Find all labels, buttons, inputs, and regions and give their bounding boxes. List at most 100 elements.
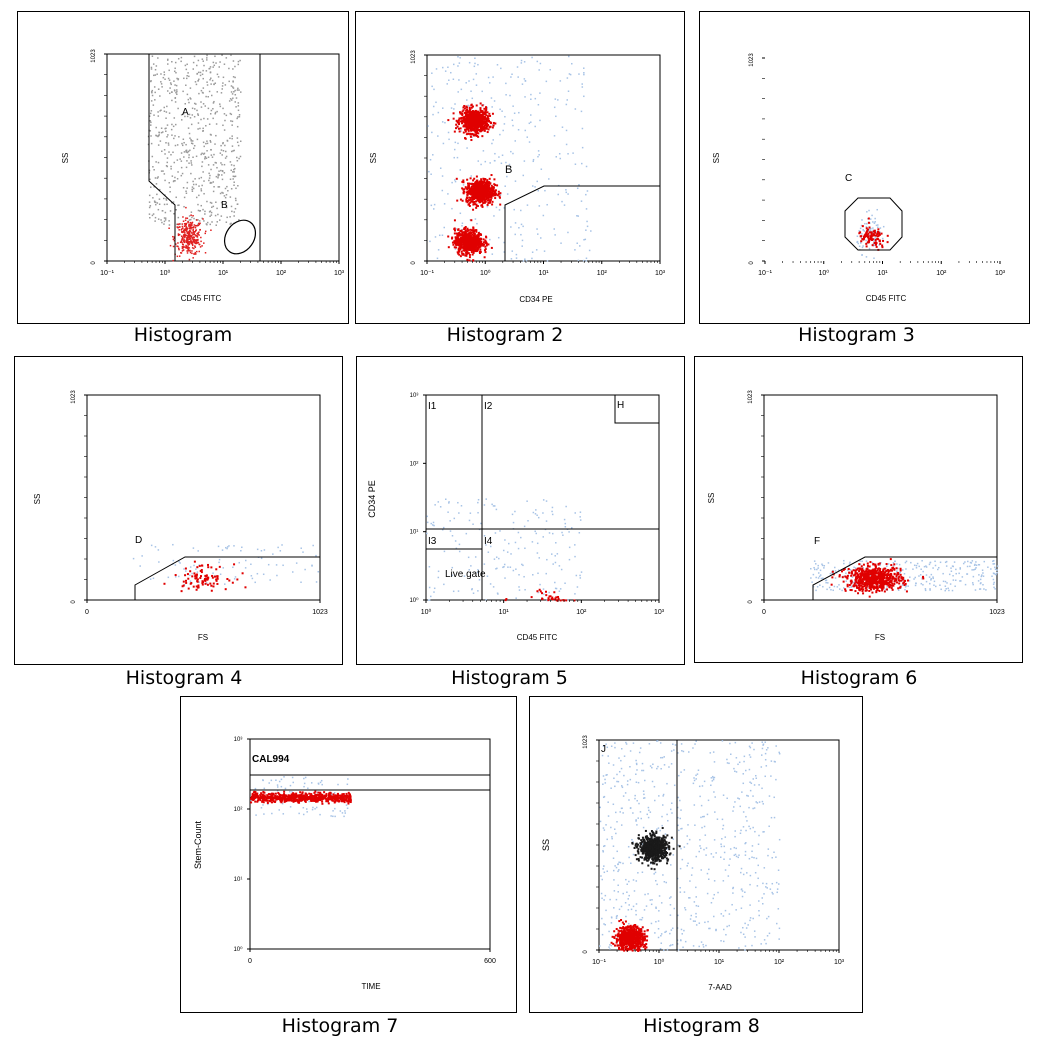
event-point: [185, 230, 188, 232]
event-point: [858, 567, 861, 570]
event-point: [539, 119, 541, 122]
event-point: [205, 142, 207, 145]
event-point: [157, 549, 160, 551]
event-point: [204, 582, 207, 585]
event-point: [510, 150, 512, 153]
event-point: [132, 557, 135, 560]
event-point: [857, 584, 860, 587]
event-point: [193, 147, 195, 150]
event-point: [468, 117, 471, 120]
event-point: [188, 247, 191, 249]
event-point: [565, 505, 567, 508]
event-point: [217, 173, 219, 176]
event-point: [540, 168, 543, 170]
event-point: [467, 203, 470, 206]
event-point: [473, 234, 476, 237]
event-point: [213, 64, 216, 67]
event-point: [221, 163, 223, 166]
event-point: [315, 581, 318, 583]
event-point: [463, 247, 466, 250]
event-point: [489, 583, 492, 585]
event-point: [187, 246, 189, 248]
event-point: [187, 248, 189, 250]
event-point: [488, 196, 491, 199]
event-point: [461, 187, 464, 190]
event-point: [813, 560, 816, 562]
event-point: [561, 531, 563, 534]
event-point: [159, 140, 162, 142]
event-point: [478, 199, 481, 202]
event-point: [428, 170, 430, 173]
event-point: [852, 574, 855, 577]
event-point: [536, 228, 538, 230]
event-point: [467, 113, 470, 116]
event-point: [493, 183, 496, 186]
event-point: [218, 66, 220, 68]
event-point: [865, 256, 868, 258]
event-point: [437, 570, 440, 573]
event-point: [463, 241, 466, 244]
event-point: [468, 569, 470, 571]
event-point: [466, 120, 469, 123]
event-point: [888, 578, 891, 581]
event-point: [465, 249, 468, 252]
event-point: [504, 115, 506, 118]
event-point: [155, 161, 157, 163]
event-point: [236, 578, 239, 581]
event-point: [172, 201, 175, 203]
event-point: [954, 585, 956, 588]
event-point: [476, 130, 479, 133]
event-point: [873, 575, 876, 578]
event-point: [191, 164, 193, 166]
event-point: [472, 182, 475, 185]
event-point: [474, 126, 477, 129]
event-point: [843, 568, 846, 571]
event-point: [992, 572, 995, 574]
event-point: [469, 196, 472, 199]
gate-label: B: [505, 164, 512, 176]
event-point: [478, 192, 481, 195]
event-point: [160, 219, 162, 221]
event-point: [975, 561, 977, 563]
event-point: [237, 116, 239, 118]
event-point: [206, 81, 208, 83]
event-point: [174, 176, 176, 179]
event-point: [432, 208, 435, 210]
event-point: [486, 188, 489, 191]
event-point: [928, 563, 931, 566]
event-point: [474, 248, 477, 251]
event-point: [469, 239, 472, 242]
event-point: [443, 550, 446, 553]
event-point: [490, 195, 493, 198]
event-point: [485, 126, 488, 129]
event-point: [506, 175, 508, 178]
event-point: [492, 139, 494, 141]
event-point: [526, 136, 529, 138]
event-point: [214, 82, 217, 84]
event-point: [959, 580, 961, 582]
event-point: [208, 177, 211, 179]
event-point: [186, 573, 189, 576]
event-point: [463, 111, 466, 114]
event-point: [433, 88, 435, 91]
event-point: [158, 203, 161, 206]
event-point: [230, 113, 233, 116]
event-point: [163, 217, 166, 219]
event-point: [232, 178, 234, 180]
event-point: [914, 576, 917, 579]
event-point: [164, 127, 166, 130]
event-point: [212, 66, 214, 68]
event-point: [456, 125, 459, 128]
event-point: [200, 571, 203, 574]
event-point: [442, 526, 445, 529]
event-point: [581, 127, 584, 130]
event-point: [862, 236, 865, 239]
event-point: [224, 157, 227, 159]
event-point: [866, 241, 869, 244]
event-point: [474, 110, 477, 113]
event-point: [459, 212, 462, 215]
event-point: [966, 565, 969, 568]
event-point: [214, 143, 216, 145]
event-point: [468, 110, 471, 113]
event-point: [170, 153, 172, 156]
